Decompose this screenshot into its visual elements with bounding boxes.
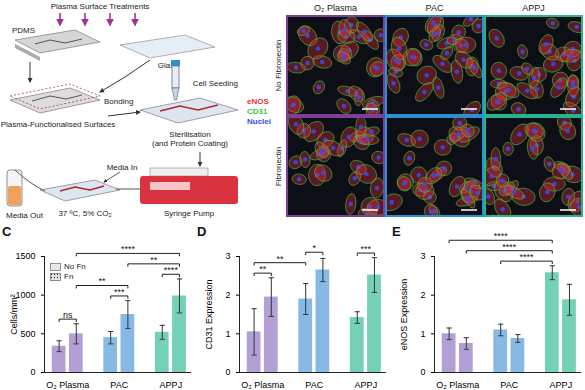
svg-text:APPJ: APPJ (355, 380, 378, 390)
svg-text:ns: ns (63, 310, 73, 320)
svg-text:500: 500 (20, 329, 35, 339)
svg-text:1: 1 (420, 329, 425, 339)
svg-text:Sterilisation: Sterilisation (169, 130, 210, 139)
svg-text:0: 0 (225, 367, 230, 377)
svg-text:3: 3 (225, 251, 230, 261)
svg-text:****: **** (121, 244, 136, 254)
svg-text:CD31: CD31 (247, 107, 268, 116)
svg-text:APPJ: APPJ (550, 380, 573, 390)
svg-text:Bonding: Bonding (104, 97, 133, 106)
svg-text:***: *** (114, 287, 125, 297)
svg-text:Nuclei: Nuclei (247, 117, 271, 126)
svg-text:****: **** (519, 252, 534, 262)
svg-text:PAC: PAC (305, 380, 323, 390)
svg-text:O₂ Plasma: O₂ Plasma (314, 3, 357, 13)
svg-text:O₂ Plasma: O₂ Plasma (436, 380, 479, 390)
svg-text:2: 2 (420, 290, 425, 300)
svg-text:(and Protein Coating): (and Protein Coating) (152, 139, 228, 148)
svg-text:1: 1 (225, 329, 230, 339)
svg-text:eNOS Expression: eNOS Expression (399, 279, 409, 351)
svg-text:No Fibronectin: No Fibronectin (274, 39, 283, 91)
svg-text:O₂ Plasma: O₂ Plasma (241, 380, 284, 390)
svg-text:eNOS: eNOS (247, 97, 269, 106)
svg-text:Cells/mm²: Cells/mm² (9, 294, 19, 335)
svg-text:Syringe Pump: Syringe Pump (164, 209, 215, 218)
svg-text:PAC: PAC (500, 380, 518, 390)
svg-text:Media In: Media In (107, 163, 138, 172)
svg-text:0: 0 (30, 367, 35, 377)
svg-text:O₂ Plasma: O₂ Plasma (46, 380, 89, 390)
svg-text:APPJ: APPJ (160, 380, 183, 390)
html-text:E: E (392, 224, 401, 239)
svg-text:**: ** (276, 254, 284, 264)
svg-text:Plasma-Functionalised Surfaces: Plasma-Functionalised Surfaces (1, 120, 116, 129)
svg-text:*: * (313, 243, 317, 253)
svg-text:****: **** (494, 231, 509, 241)
svg-text:CD31 Expression: CD31 Expression (204, 279, 214, 349)
svg-text:**: ** (150, 255, 158, 265)
svg-text:1500: 1500 (15, 251, 35, 261)
svg-text:****: **** (164, 265, 179, 275)
svg-text:3: 3 (420, 251, 425, 261)
svg-text:Fibronectin: Fibronectin (274, 147, 283, 187)
html-text:C: C (2, 224, 12, 239)
html-text:No Fn: No Fn (64, 262, 86, 271)
svg-text:PAC: PAC (110, 380, 128, 390)
svg-text:2: 2 (225, 290, 230, 300)
svg-text:37 ºC, 5% CO₂: 37 ºC, 5% CO₂ (58, 209, 111, 218)
svg-text:**: ** (99, 276, 107, 286)
html-text:Fn: Fn (64, 272, 74, 281)
svg-text:Glass: Glass (157, 61, 179, 70)
svg-text:Cell Seeding: Cell Seeding (193, 79, 238, 88)
svg-text:***: *** (361, 244, 372, 254)
svg-text:Media Out: Media Out (6, 211, 44, 220)
html-text:D: D (197, 224, 207, 239)
svg-text:1000: 1000 (15, 290, 36, 300)
svg-text:Plasma Surface Treatments: Plasma Surface Treatments (51, 2, 150, 11)
svg-text:APPJ: APPJ (522, 3, 545, 13)
svg-text:PDMS: PDMS (12, 26, 35, 35)
svg-text:**: ** (259, 264, 267, 274)
svg-text:****: **** (502, 242, 517, 252)
svg-text:PAC: PAC (426, 3, 444, 13)
svg-text:0: 0 (420, 367, 425, 377)
